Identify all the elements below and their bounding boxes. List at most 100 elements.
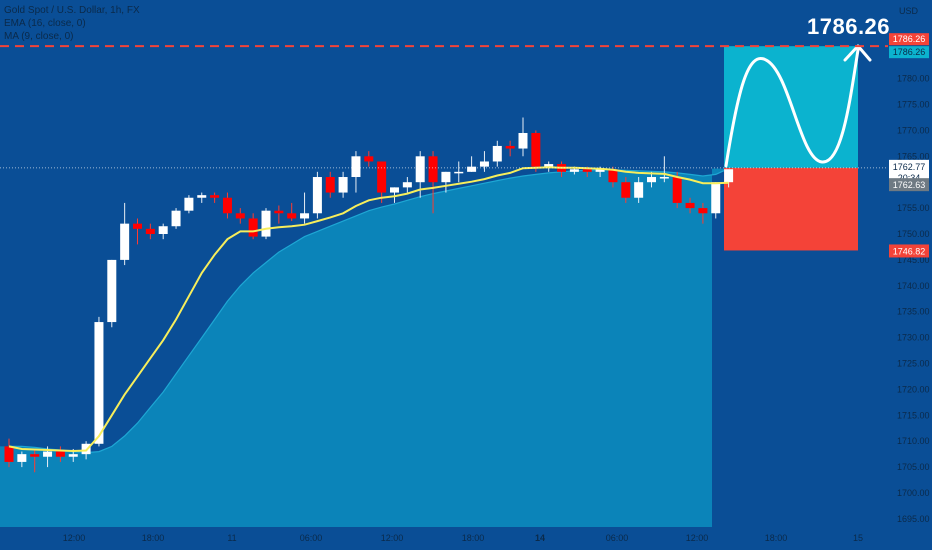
reference-lines-layer (0, 45, 888, 169)
tag-last-price: 1762.77 (893, 162, 926, 172)
y-tick-label-12: 1755.00 (897, 203, 930, 213)
legend: Gold Spot / U.S. Dollar, 1h, FX EMA (16,… (4, 4, 140, 43)
candle-body-23[interactable] (300, 213, 310, 219)
y-tick-label-14: 1765.00 (897, 151, 930, 161)
x-tick-label-5: 18:00 (462, 533, 485, 543)
x-tick-label-7: 06:00 (606, 533, 629, 543)
tag-stop-bg (889, 244, 929, 258)
candle-body-22[interactable] (287, 213, 297, 219)
candle-body-45[interactable] (582, 169, 592, 172)
candle-body-24[interactable] (312, 177, 322, 214)
candle-body-6[interactable] (81, 443, 91, 455)
candle-body-34[interactable] (441, 171, 451, 183)
candle-body-21[interactable] (274, 210, 284, 214)
candle-body-1[interactable] (17, 454, 27, 462)
x-tick-label-4: 12:00 (381, 533, 404, 543)
candle-body-28[interactable] (364, 156, 374, 162)
candle-body-55[interactable] (711, 182, 721, 214)
y-tick-label-15: 1770.00 (897, 125, 930, 135)
candle-body-29[interactable] (377, 161, 387, 193)
candle-body-51[interactable] (659, 177, 669, 179)
candle-body-48[interactable] (621, 182, 631, 198)
legend-symbol[interactable]: Gold Spot / U.S. Dollar, 1h, FX (4, 5, 140, 16)
y-tick-label-5: 1720.00 (897, 384, 930, 394)
x-tick-label-9: 18:00 (765, 533, 788, 543)
candle-body-12[interactable] (158, 226, 168, 234)
y-tick-label-2: 1705.00 (897, 462, 930, 472)
stop-zone-box[interactable] (724, 167, 858, 251)
tag-target-top-bg (889, 33, 929, 46)
candle-body-9[interactable] (120, 223, 130, 260)
candle-body-49[interactable] (634, 182, 644, 198)
y-tick-label-4: 1715.00 (897, 410, 930, 420)
y-tick-label-8: 1735.00 (897, 307, 930, 317)
ema-layer (8, 166, 729, 453)
candle-body-41[interactable] (531, 132, 541, 167)
candle-body-8[interactable] (107, 259, 117, 323)
candle-body-54[interactable] (698, 208, 708, 214)
x-tick-label-2: 11 (227, 533, 236, 543)
candle-body-31[interactable] (402, 182, 412, 188)
candle-body-47[interactable] (608, 169, 618, 183)
candle-body-42[interactable] (544, 164, 554, 167)
forecast-curve (724, 48, 860, 168)
candle-body-56[interactable] (724, 169, 734, 183)
candle-body-52[interactable] (672, 177, 682, 203)
legend-ma[interactable]: MA (9, close, 0) (4, 31, 74, 42)
candle-body-35[interactable] (454, 171, 464, 174)
candle-body-15[interactable] (197, 195, 207, 198)
candle-body-39[interactable] (505, 145, 515, 149)
axis-currency: USD (899, 6, 919, 16)
x-tick-label-8: 12:00 (686, 533, 709, 543)
candle-body-53[interactable] (685, 202, 695, 209)
candle-body-32[interactable] (415, 156, 425, 183)
y-tick-label-0: 1695.00 (897, 514, 930, 524)
candle-body-4[interactable] (55, 451, 65, 457)
y-tick-label-1: 1700.00 (897, 488, 930, 498)
candle-body-26[interactable] (338, 177, 348, 193)
candle-body-50[interactable] (647, 177, 656, 183)
candle-body-46[interactable] (595, 169, 605, 172)
candle-body-33[interactable] (428, 156, 438, 183)
candle-body-14[interactable] (184, 197, 194, 211)
candle-body-3[interactable] (43, 451, 53, 457)
tag-ma-bg (889, 178, 929, 192)
y-tick-label-16: 1775.00 (897, 100, 930, 110)
candle-body-36[interactable] (467, 166, 477, 172)
candle-body-30[interactable] (390, 187, 399, 193)
candle-body-19[interactable] (248, 218, 258, 237)
projection-layer (724, 44, 872, 251)
y-tick-label-9: 1740.00 (897, 281, 930, 291)
candle-body-38[interactable] (492, 145, 502, 162)
y-tick-label-7: 1730.00 (897, 333, 930, 343)
candle-body-16[interactable] (210, 195, 220, 198)
candle-body-17[interactable] (222, 197, 232, 214)
y-tick-label-11: 1750.00 (897, 229, 930, 239)
x-tick-label-3: 06:00 (300, 533, 323, 543)
y-tick-label-10: 1745.00 (897, 255, 930, 265)
candle-body-18[interactable] (235, 213, 245, 219)
x-tick-label-6: 14 (535, 533, 545, 543)
tag-ma-value: 1762.63 (893, 180, 926, 190)
y-tick-label-3: 1710.00 (897, 436, 930, 446)
legend-ema[interactable]: EMA (16, close, 0) (4, 18, 86, 29)
candle-body-13[interactable] (171, 210, 181, 227)
tag-target-top: 1786.26 (893, 34, 926, 44)
candle-body-40[interactable] (518, 132, 528, 149)
candle-body-25[interactable] (325, 177, 335, 193)
projection-target-label: 1786.26 (807, 14, 891, 39)
candle-body-11[interactable] (145, 228, 155, 234)
candle-body-2[interactable] (30, 454, 40, 457)
candle-body-27[interactable] (351, 156, 361, 178)
candle-body-5[interactable] (68, 454, 78, 457)
candle-body-37[interactable] (479, 161, 489, 167)
candle-body-10[interactable] (133, 223, 142, 229)
candle-body-0[interactable] (4, 446, 14, 462)
time-axis[interactable]: 12:00 18:00 11 06:00 12:00 18:00 14 06:00 12:00 1… (63, 533, 863, 543)
candle-body-20[interactable] (261, 210, 271, 237)
candle-body-7[interactable] (94, 322, 104, 444)
y-tick-label-6: 1725.00 (897, 359, 930, 369)
candle-body-44[interactable] (569, 169, 579, 172)
